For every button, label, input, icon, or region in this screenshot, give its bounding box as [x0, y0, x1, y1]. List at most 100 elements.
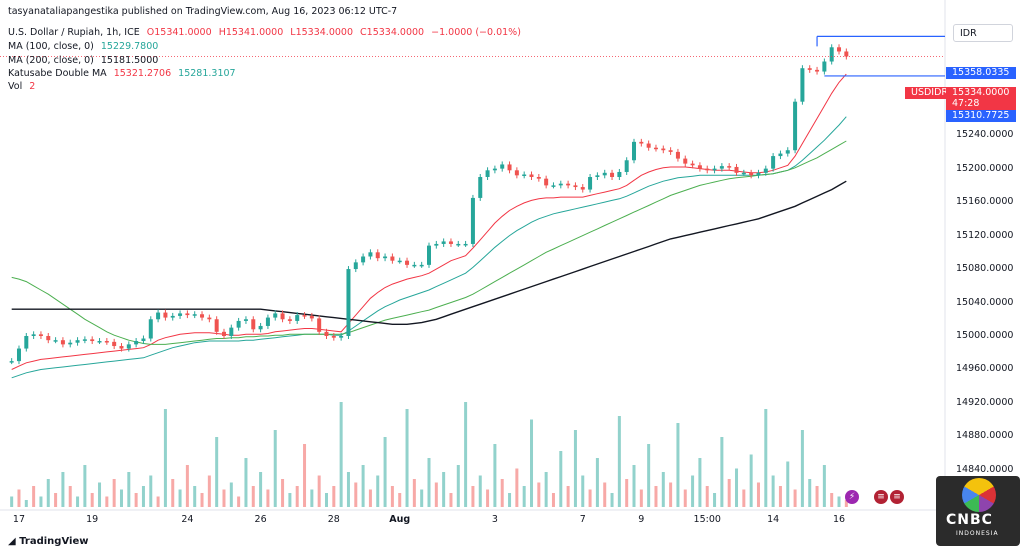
volume-bar	[559, 451, 563, 507]
volume-bar	[98, 482, 102, 507]
ohlc-low: L15334.0000	[290, 27, 353, 38]
candle-body	[573, 185, 578, 188]
indicator-vol[interactable]: Vol 2	[8, 81, 39, 92]
volume-bar	[800, 430, 804, 507]
indicator-katusabe[interactable]: Katusabe Double MA 15321.2706 15281.3107	[8, 68, 240, 79]
y-tick-label: 15160.0000	[956, 196, 1014, 208]
volume-bar	[551, 493, 555, 507]
volume-bar	[39, 496, 43, 507]
candle-body	[53, 340, 58, 342]
volume-bar	[573, 430, 577, 507]
candle-body	[412, 264, 417, 267]
volume-bar	[434, 482, 438, 507]
candle-body	[588, 177, 593, 190]
candle-body	[353, 262, 358, 270]
volume-bar	[10, 496, 14, 507]
indicator-value: 2	[29, 81, 36, 92]
candle-body	[690, 163, 695, 166]
volume-bar	[603, 482, 607, 507]
volume-bar	[61, 472, 65, 507]
volume-bar	[427, 458, 431, 507]
candle-body	[258, 325, 263, 330]
ohlc-high: H15341.0000	[218, 27, 284, 38]
candle-body	[346, 269, 351, 336]
volume-bar	[522, 486, 526, 507]
candle-body	[610, 172, 615, 177]
tradingview-logo[interactable]: ◢ TradingView	[8, 536, 88, 547]
candle-body	[405, 260, 410, 265]
candle-body	[243, 319, 248, 321]
candle-body	[580, 187, 585, 190]
volume-bar	[464, 402, 468, 507]
currency-box[interactable]: IDR	[953, 24, 1013, 42]
candle-body	[178, 313, 183, 316]
y-tick-label: 14960.0000	[956, 363, 1014, 375]
candle-body	[837, 47, 842, 52]
volume-bar	[317, 475, 321, 507]
candle-body	[24, 336, 29, 349]
volume-bar	[310, 489, 314, 507]
volume-bar	[376, 475, 380, 507]
candle-body	[361, 256, 366, 263]
candle-body	[317, 318, 322, 332]
candle-body	[383, 256, 388, 259]
y-tick-label: 15040.0000	[956, 296, 1014, 308]
volume-bar	[735, 468, 739, 507]
candle-body	[544, 178, 549, 186]
volume-bar	[76, 496, 80, 507]
volume-bar	[566, 486, 570, 507]
candle-body	[756, 172, 761, 176]
candle-body	[800, 68, 805, 102]
volume-bar	[83, 465, 87, 507]
y-tick-label: 15240.0000	[956, 129, 1014, 141]
ma-line	[11, 73, 847, 370]
candle-body	[566, 183, 571, 186]
ma-line	[11, 180, 847, 325]
y-tick-label: 14840.0000	[956, 463, 1014, 475]
volume-bar	[383, 437, 387, 507]
candle-body	[419, 264, 424, 267]
volume-bar	[669, 482, 673, 507]
volume-bar	[588, 489, 592, 507]
volume-bar	[259, 472, 263, 507]
volume-bar	[24, 500, 28, 507]
indicator-ma100[interactable]: MA (100, close, 0) 15229.7800	[8, 41, 162, 52]
volume-bar	[171, 479, 175, 507]
candle-body	[251, 319, 256, 330]
volume-bar	[105, 496, 109, 507]
volume-bar	[705, 486, 709, 507]
watermark-name: CNBC	[946, 512, 993, 528]
price-tag-bottom: 15310.7725	[946, 110, 1016, 122]
volume-bar	[822, 465, 826, 507]
candle-body	[558, 183, 563, 186]
candle-body	[624, 160, 629, 172]
volume-bar	[793, 489, 797, 507]
candle-body	[368, 252, 373, 257]
volume-bar	[471, 486, 475, 507]
candle-body	[763, 168, 768, 173]
us-flag-icon[interactable]: ≡	[890, 490, 904, 504]
candle-body	[434, 243, 439, 246]
volume-bar	[200, 493, 204, 507]
x-tick-label: 16	[832, 514, 846, 525]
volume-bar	[295, 486, 299, 507]
candle-body	[807, 68, 812, 70]
indicator-ma200[interactable]: MA (200, close, 0) 15181.5000	[8, 55, 162, 66]
volume-bar	[713, 493, 717, 507]
candle-body	[829, 47, 834, 62]
event-lightning-icon[interactable]: ⚡	[845, 490, 859, 504]
candle-body	[653, 147, 658, 150]
volume-bar	[324, 493, 328, 507]
volume-bar	[32, 486, 36, 507]
volume-bar	[742, 489, 746, 507]
candle-body	[9, 361, 14, 363]
volume-bar	[141, 486, 145, 507]
countdown-tag: 47:28	[946, 98, 1016, 110]
volume-bar	[610, 493, 614, 507]
indicator-value-2: 15281.3107	[178, 68, 236, 79]
candle-body	[287, 319, 292, 321]
us-flag-icon[interactable]: ≡	[874, 490, 888, 504]
candle-body	[221, 331, 226, 336]
price-tag-top: 15358.0335	[946, 67, 1016, 79]
